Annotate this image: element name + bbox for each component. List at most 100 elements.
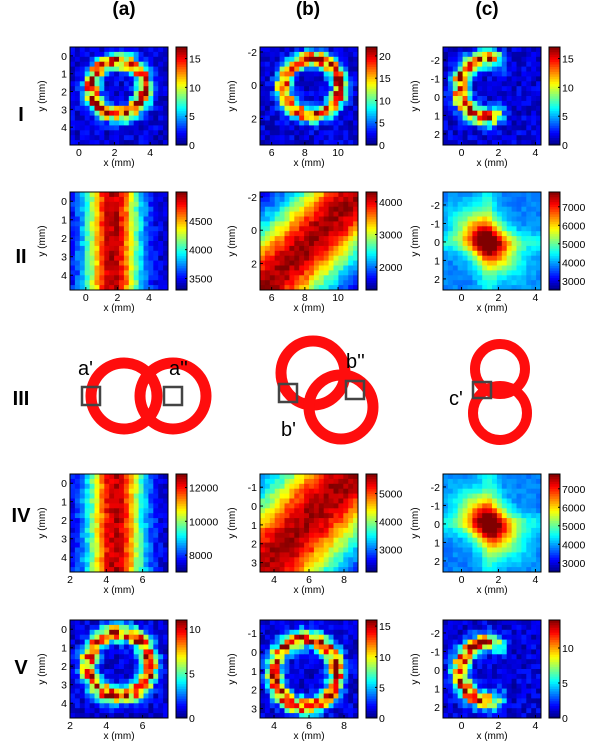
heatmap-cell — [104, 629, 110, 636]
heatmap-cell — [114, 196, 120, 203]
heatmap-cell — [318, 683, 325, 689]
heatmap-cell — [123, 66, 130, 72]
heatmap-cell — [443, 130, 449, 136]
heatmap-cell — [143, 71, 149, 77]
heatmap-cell — [516, 483, 522, 490]
heatmap-cell — [109, 61, 115, 67]
heatmap-cell — [338, 76, 344, 82]
heatmap-cell — [260, 250, 266, 257]
heatmap-cell — [516, 532, 522, 539]
colorbar-segment — [366, 113, 377, 116]
heatmap-cell — [447, 105, 454, 112]
row-label-I: I — [18, 104, 24, 126]
heatmap-cell — [158, 503, 164, 509]
heatmap-cell — [104, 231, 110, 237]
heatmap-cell — [133, 275, 139, 281]
heatmap-cell — [516, 110, 522, 116]
heatmap-cell — [526, 523, 532, 529]
heatmap-cell — [274, 125, 280, 131]
heatmap-cell — [153, 478, 159, 485]
heatmap-cell — [472, 100, 478, 107]
heatmap-cell — [148, 76, 154, 82]
heatmap-cell — [443, 140, 449, 146]
heatmap-cell — [109, 120, 115, 126]
heatmap-cell — [109, 537, 115, 543]
heatmap-cell — [299, 669, 305, 675]
heatmap-cell — [94, 537, 100, 543]
heatmap-cell — [521, 280, 527, 286]
heatmap-cell — [343, 562, 349, 568]
heatmap-cell — [94, 100, 100, 107]
heatmap-cell — [496, 241, 503, 247]
heatmap-cell — [114, 192, 120, 198]
heatmap-cell — [279, 140, 285, 146]
heatmap-cell — [148, 493, 154, 499]
heatmap-cell — [338, 659, 344, 665]
heatmap-cell — [123, 192, 130, 198]
heatmap-cell — [477, 562, 483, 568]
heatmap-cell — [123, 527, 130, 534]
heatmap-cell — [328, 105, 334, 112]
heatmap-cell — [143, 206, 149, 212]
heatmap-cell — [536, 498, 542, 504]
heatmap-cell — [318, 100, 325, 107]
heatmap-cell — [318, 498, 325, 504]
heatmap-cell — [153, 110, 159, 116]
heatmap-cell — [269, 275, 276, 281]
heatmap-cell — [531, 557, 537, 563]
heatmap-cell — [289, 96, 295, 102]
heatmap-cell — [313, 110, 320, 116]
heatmap-cell — [99, 226, 105, 232]
heatmap-cell — [153, 51, 159, 58]
colorbar-segment — [176, 639, 187, 643]
heatmap-cell — [492, 66, 498, 72]
heatmap-cell — [99, 669, 105, 675]
heatmap-cell — [104, 56, 110, 63]
heatmap-cell — [506, 547, 512, 553]
heatmap-cell — [123, 86, 130, 92]
heatmap-cell — [452, 192, 459, 198]
heatmap-cell — [353, 537, 359, 543]
colorbar-segment — [366, 513, 377, 517]
heatmap-cell — [133, 47, 139, 53]
heatmap-cell — [94, 125, 100, 131]
heatmap-cell — [348, 624, 354, 631]
heatmap-cell — [264, 683, 271, 689]
heatmap-cell — [264, 275, 271, 281]
x-tick-label: 6 — [140, 574, 146, 586]
heatmap-cell — [163, 206, 169, 212]
heatmap-cell — [84, 708, 90, 714]
heatmap-cell — [294, 71, 300, 77]
heatmap-cell — [496, 201, 503, 208]
heatmap-cell — [74, 669, 81, 675]
heatmap-cell — [70, 567, 76, 573]
heatmap-cell — [158, 56, 164, 63]
heatmap-cell — [501, 236, 508, 242]
heatmap-cell — [143, 265, 149, 271]
colorbar-segment — [176, 569, 187, 573]
heatmap-cell — [457, 196, 463, 203]
heatmap-cell — [79, 542, 86, 548]
heatmap-cell — [269, 649, 276, 655]
colorbar-segment — [176, 122, 187, 126]
heatmap-cell — [516, 192, 522, 198]
heatmap-cell — [338, 221, 344, 227]
heatmap-cell — [492, 120, 498, 126]
heatmap-cell — [501, 216, 508, 222]
y-tick-label: 4 — [61, 270, 67, 282]
heatmap-cell — [313, 508, 320, 514]
heatmap-cell — [119, 236, 125, 242]
heatmap-cell — [143, 624, 149, 631]
heatmap-cell — [99, 221, 105, 227]
colorbar-segment — [549, 49, 560, 53]
y-tick-label: 4 — [61, 552, 67, 564]
heatmap-cell — [133, 557, 139, 563]
heatmap-cell — [294, 201, 300, 208]
heatmap-cell — [143, 523, 149, 529]
colorbar-segment — [176, 661, 187, 665]
heatmap-cell — [79, 673, 86, 680]
heatmap-cell — [328, 192, 334, 198]
heatmap-cell — [452, 91, 459, 97]
heatmap-cell — [338, 488, 344, 494]
